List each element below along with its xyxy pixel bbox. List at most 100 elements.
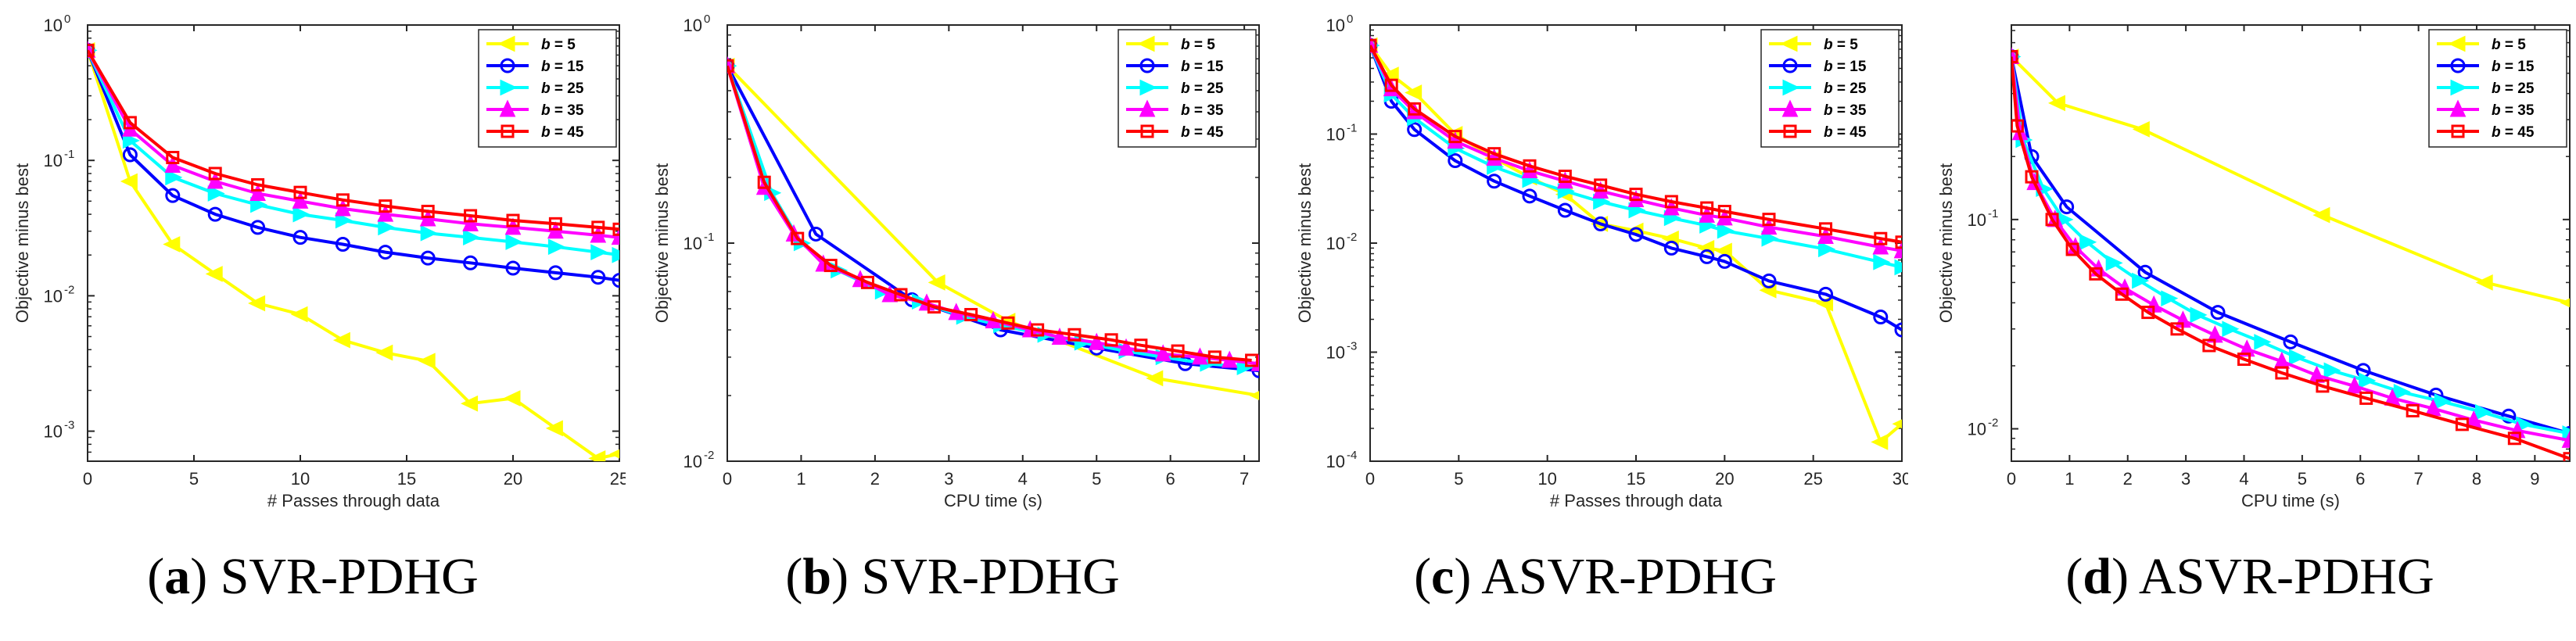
- series-line: [1370, 45, 1902, 331]
- data-point: [292, 230, 308, 245]
- data-point: [609, 449, 619, 459]
- legend-marker: [1782, 58, 1798, 73]
- data-point: [1663, 240, 1679, 256]
- data-point: [2079, 234, 2097, 251]
- data-point: [1872, 237, 1889, 255]
- data-point: [2011, 49, 2018, 63]
- data-point: [464, 209, 478, 223]
- data-point: [462, 213, 479, 231]
- data-point: [1717, 253, 1732, 269]
- data-point: [2210, 305, 2226, 320]
- data-point: [208, 167, 222, 181]
- data-point: [2059, 199, 2075, 215]
- data-point: [894, 288, 908, 302]
- data-point: [2238, 339, 2255, 357]
- y-tick-exponent: -3: [1347, 340, 1357, 353]
- caption-letter: c: [1431, 548, 1455, 605]
- x-tick-label: 7: [1240, 469, 1249, 489]
- series-line: [1370, 44, 1902, 444]
- y-tick-label: 10: [1326, 125, 1345, 145]
- data-point: [1714, 242, 1732, 260]
- y-tick-exponent: -1: [1347, 122, 1357, 135]
- legend-marker: [1139, 79, 1157, 96]
- legend-label: b = 35: [541, 102, 584, 119]
- data-point: [375, 344, 393, 361]
- y-tick-label: 10: [1326, 343, 1345, 363]
- data-point: [964, 307, 978, 321]
- y-tick-exponent: -1: [1988, 207, 1998, 220]
- data-point: [1104, 333, 1118, 347]
- legend-label: b = 5: [2492, 37, 2526, 53]
- data-point: [332, 331, 350, 349]
- data-point: [1522, 188, 1537, 204]
- data-point: [2170, 322, 2184, 336]
- data-point: [1557, 202, 1573, 218]
- legend-marker: [500, 124, 515, 138]
- data-point: [727, 59, 734, 73]
- data-point: [165, 169, 183, 186]
- data-point: [823, 259, 838, 273]
- x-tick-label: 7: [2414, 469, 2424, 489]
- legend-marker: [2450, 58, 2466, 73]
- data-point: [1154, 344, 1171, 362]
- legend-label: b = 25: [2492, 81, 2535, 97]
- y-tick-label: 10: [1968, 210, 1986, 230]
- data-point: [1819, 222, 1833, 236]
- series-group: [2011, 46, 2570, 461]
- x-tick-label: 20: [504, 469, 522, 489]
- y-tick-exponent: 0: [1347, 13, 1353, 26]
- data-point: [1031, 323, 1045, 337]
- legend-label: b = 25: [541, 81, 584, 97]
- data-point: [1245, 353, 1259, 367]
- legend-label: b = 45: [1824, 124, 1867, 141]
- series-group: [1370, 35, 1902, 450]
- x-tick-label: 20: [1715, 469, 1734, 489]
- data-point: [1134, 338, 1148, 353]
- x-tick-label: 30: [1893, 469, 1908, 489]
- x-tick-label: 0: [723, 469, 732, 489]
- legend-marker: [1781, 99, 1799, 117]
- data-point: [420, 250, 436, 266]
- data-point: [1523, 159, 1537, 173]
- data-point: [2563, 452, 2570, 461]
- data-point: [612, 246, 619, 263]
- x-tick-label: 0: [2007, 469, 2016, 489]
- legend-marker: [497, 35, 515, 52]
- x-tick-label: 3: [944, 469, 953, 489]
- data-point: [1895, 235, 1902, 249]
- data-point: [860, 275, 874, 289]
- x-tick-label: 15: [1627, 469, 1645, 489]
- y-axis-label: Objective minus best: [1936, 163, 1956, 323]
- data-point: [2047, 95, 2065, 112]
- x-tick-label: 25: [1803, 469, 1822, 489]
- data-point: [1717, 205, 1731, 219]
- data-point: [547, 238, 565, 256]
- data-point: [163, 236, 181, 252]
- data-point: [1249, 391, 1259, 400]
- data-point: [2132, 272, 2150, 289]
- data-point: [757, 175, 771, 189]
- data-point: [1873, 253, 1891, 270]
- data-point: [1818, 241, 1836, 258]
- data-point: [1171, 344, 1185, 358]
- data-point: [2359, 372, 2377, 389]
- data-point: [249, 183, 266, 201]
- data-point: [1717, 222, 1735, 239]
- data-point: [207, 185, 225, 202]
- data-point: [463, 229, 481, 246]
- y-tick-label: 10: [683, 452, 702, 471]
- legend-marker: [1137, 35, 1155, 52]
- data-point: [2346, 376, 2363, 394]
- x-tick-label: 0: [83, 469, 92, 489]
- legend-label: b = 15: [541, 59, 584, 75]
- data-point: [881, 285, 899, 303]
- caption-letter: b: [802, 548, 832, 605]
- data-point: [505, 260, 521, 276]
- legend-label: b = 15: [1181, 59, 1224, 75]
- data-point: [2202, 338, 2216, 353]
- data-point: [1407, 122, 1423, 138]
- data-point: [250, 196, 268, 213]
- panel-b: 0 1 2 3 4 5 6 7 10 -2 10 -1 10 0 CPU time (s) Objective…: [640, 0, 1265, 641]
